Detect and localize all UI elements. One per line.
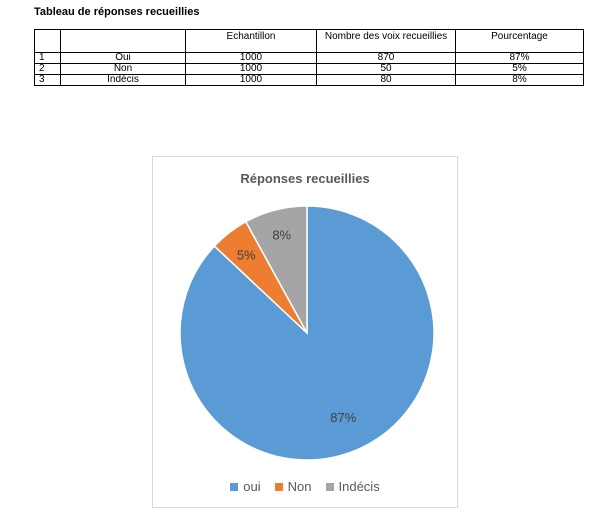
table-cell: Non (60, 63, 186, 75)
table-row: 1 Oui 1000 870 87% (34, 52, 584, 64)
table-cell: 3 (34, 74, 61, 86)
table-cell: 5% (455, 63, 584, 75)
table-cell: 80 (316, 74, 456, 86)
legend-item-non: Non (274, 479, 312, 494)
pie-slice-indécis (244, 205, 308, 334)
chart-legend: oui Non Indécis (153, 479, 457, 494)
table-header-cell: Echantillon (185, 29, 317, 53)
pie-chart-plot: 87% 5% 8% (179, 205, 435, 461)
legend-item-oui: oui (230, 479, 261, 494)
legend-swatch (325, 482, 334, 491)
chart-title: Réponses recueillies (240, 171, 370, 186)
table-header-cell (60, 29, 186, 53)
legend-swatch (230, 482, 239, 491)
table-header-row: Echantillon Nombre des voix recueillies … (34, 29, 584, 53)
legend-label: Indécis (338, 479, 380, 494)
pie-chart: Réponses recueillies 87% 5% 8% oui Non Indéc… (152, 156, 458, 508)
legend-label: Non (287, 479, 312, 494)
table-cell: 50 (316, 63, 456, 75)
data-label-non: 5% (237, 248, 256, 263)
data-label-oui: 87% (330, 410, 356, 425)
legend-item-indécis: Indécis (325, 479, 380, 494)
table-cell: 2 (34, 63, 61, 75)
table-cell: Oui (60, 52, 186, 64)
legend-swatch (274, 482, 283, 491)
table-cell: 870 (316, 52, 456, 64)
table-cell: 1 (34, 52, 61, 64)
document-title: Tableau de réponses recueillies (34, 6, 200, 18)
table-row: 3 Indécis 1000 80 8% (34, 74, 584, 86)
table-cell: 1000 (185, 74, 317, 86)
table-cell: 1000 (185, 52, 317, 64)
table-cell: Indécis (60, 74, 186, 86)
table-cell: 1000 (185, 63, 317, 75)
table-cell: 8% (455, 74, 584, 86)
table-header-cell (34, 29, 61, 53)
table-cell: 87% (455, 52, 584, 64)
table-header-cell: Pourcentage (455, 29, 584, 53)
table-row: 2 Non 1000 50 5% (34, 63, 584, 75)
responses-table: Echantillon Nombre des voix recueillies … (34, 29, 584, 86)
pie-slice-oui (179, 205, 435, 461)
table-header-cell: Nombre des voix recueillies (316, 29, 456, 53)
data-label-indécis: 8% (272, 228, 291, 243)
legend-label: oui (243, 479, 261, 494)
